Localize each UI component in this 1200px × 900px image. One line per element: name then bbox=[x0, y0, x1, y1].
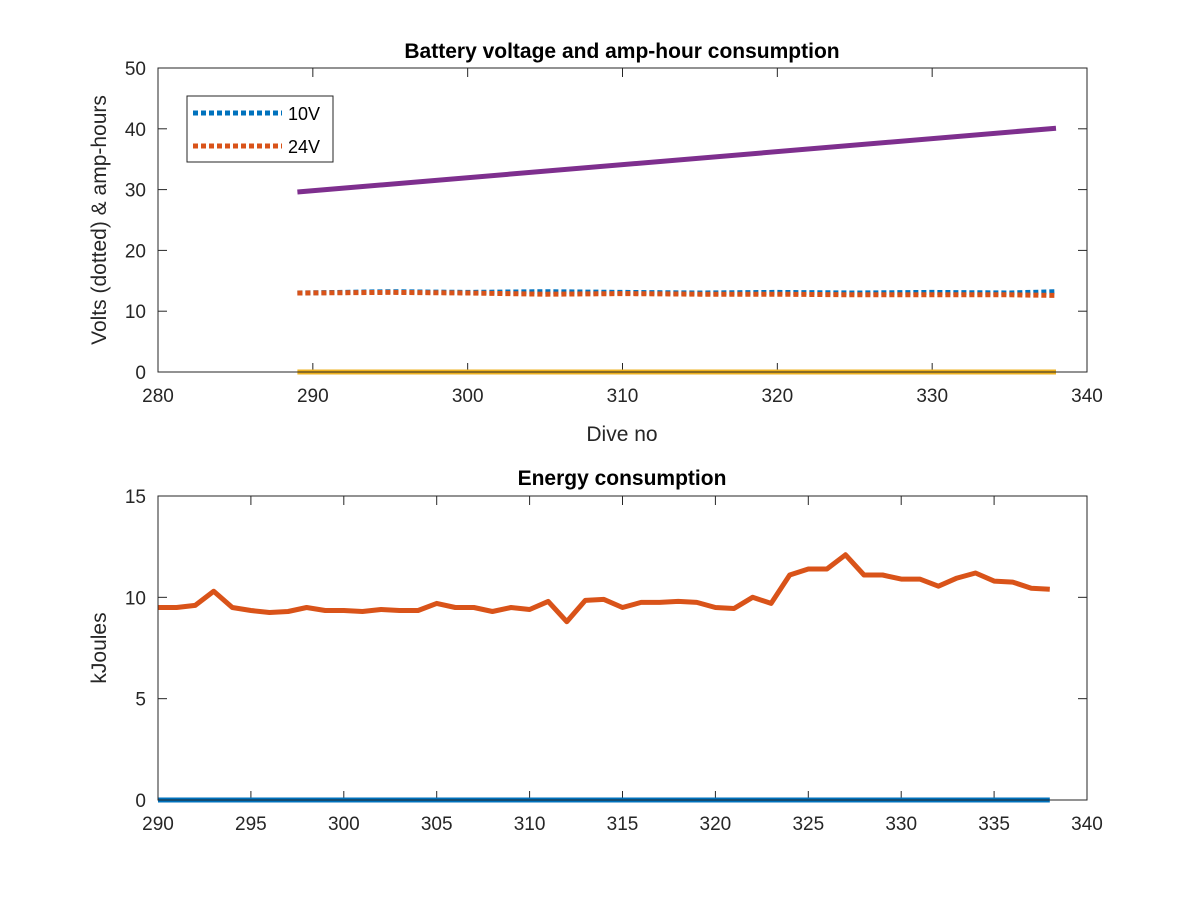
x-tick-label: 310 bbox=[514, 814, 546, 835]
tick-group: 290 295 300 305 310 315 320 325 330 335 340 0 5 10 15 bbox=[125, 487, 1103, 835]
y-tick-label: 10 bbox=[125, 588, 146, 609]
x-tick-label: 335 bbox=[978, 814, 1010, 835]
x-tick-label: 340 bbox=[1071, 386, 1103, 407]
x-tick-label: 330 bbox=[916, 386, 948, 407]
series-line-24v bbox=[297, 289, 1057, 298]
x-tick-label: 295 bbox=[235, 814, 267, 835]
y-tick-label: 10 bbox=[125, 302, 146, 323]
x-tick-label: 340 bbox=[1071, 814, 1103, 835]
x-tick-label: 315 bbox=[607, 814, 639, 835]
x-tick-label: 310 bbox=[607, 386, 639, 407]
x-tick-label: 320 bbox=[761, 386, 793, 407]
y-tick-label: 0 bbox=[135, 791, 146, 812]
series-line-1-0 bbox=[158, 552, 1050, 625]
legend: 10V 24V bbox=[186, 95, 334, 163]
x-tick-label: 330 bbox=[885, 814, 917, 835]
y-axis-label: kJoules bbox=[88, 612, 111, 683]
voltage-amphour-axes: Battery voltage and amp-hour consumption… bbox=[88, 40, 1103, 446]
tick-group: 280 290 300 310 320 330 340 0 10 20 30 40 50 bbox=[125, 59, 1103, 407]
legend-label-10v: 10V bbox=[288, 104, 320, 124]
x-tick-label: 290 bbox=[142, 814, 174, 835]
x-tick-label: 305 bbox=[421, 814, 453, 835]
legend-label-24v: 24V bbox=[288, 137, 320, 157]
y-tick-label: 50 bbox=[125, 59, 146, 80]
series-line-0-2 bbox=[297, 125, 1057, 195]
x-axis-label: Dive no bbox=[586, 423, 657, 446]
y-tick-label: 20 bbox=[125, 241, 146, 262]
y-axis-label: Volts (dotted) & amp-hours bbox=[88, 95, 111, 345]
legend-box bbox=[186, 95, 334, 163]
plot-area bbox=[158, 496, 1087, 800]
axes-box bbox=[157, 495, 1088, 801]
y-tick-label: 0 bbox=[135, 363, 146, 384]
y-tick-label: 5 bbox=[135, 690, 146, 711]
axes-box bbox=[157, 67, 1088, 373]
x-tick-label: 300 bbox=[328, 814, 360, 835]
chart-title: Energy consumption bbox=[518, 467, 727, 490]
x-tick-label: 300 bbox=[452, 386, 484, 407]
x-tick-label: 280 bbox=[142, 386, 174, 407]
x-tick-label: 325 bbox=[792, 814, 824, 835]
y-tick-label: 40 bbox=[125, 120, 146, 141]
x-tick-label: 290 bbox=[297, 386, 329, 407]
y-tick-label: 15 bbox=[125, 487, 146, 508]
energy-axes: Energy consumption kJoules 290 295 300 305 3… bbox=[88, 467, 1103, 835]
x-tick-label: 320 bbox=[700, 814, 732, 835]
y-tick-label: 30 bbox=[125, 181, 146, 202]
chart-title: Battery voltage and amp-hour consumption bbox=[404, 40, 839, 63]
